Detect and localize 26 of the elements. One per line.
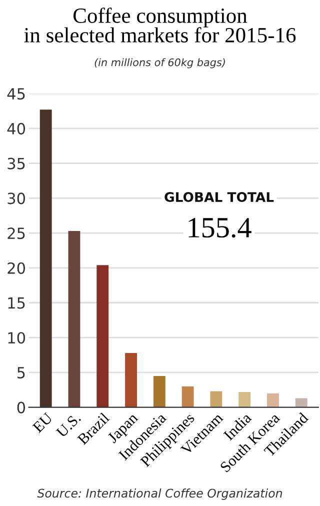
y-tick-label: 10 <box>8 332 26 344</box>
bar <box>295 398 308 408</box>
y-tick-label: 40 <box>7 122 26 134</box>
bar <box>68 230 80 408</box>
bar <box>153 376 166 408</box>
bar <box>267 393 279 408</box>
y-tick-label: 30 <box>8 192 26 204</box>
bar <box>125 352 137 408</box>
annotation: GLOBAL TOTAL <box>164 192 274 202</box>
annotation: 155.4 <box>188 218 252 238</box>
y-tick-label: 0 <box>17 402 26 414</box>
chart-title: Coffee consumption in selected markets for 2015-16 <box>24 8 296 42</box>
y-tick-label: 5 <box>17 367 25 378</box>
bar <box>96 265 109 408</box>
bar <box>182 386 194 408</box>
source-note: Source: International Coffee Organization <box>37 488 282 500</box>
bar <box>40 110 52 408</box>
y-tick-label: 25 <box>8 228 25 240</box>
bar <box>238 392 251 408</box>
chart-subtitle: (in millions of 60kg bags) <box>94 58 225 68</box>
bar <box>210 391 222 408</box>
y-tick-label: 15 <box>8 297 25 309</box>
y-tick-label: 20 <box>8 262 26 274</box>
x-tick-label: EU <box>32 412 54 434</box>
y-tick-label: 35 <box>8 158 25 170</box>
y-tick-label: 45 <box>7 88 25 100</box>
